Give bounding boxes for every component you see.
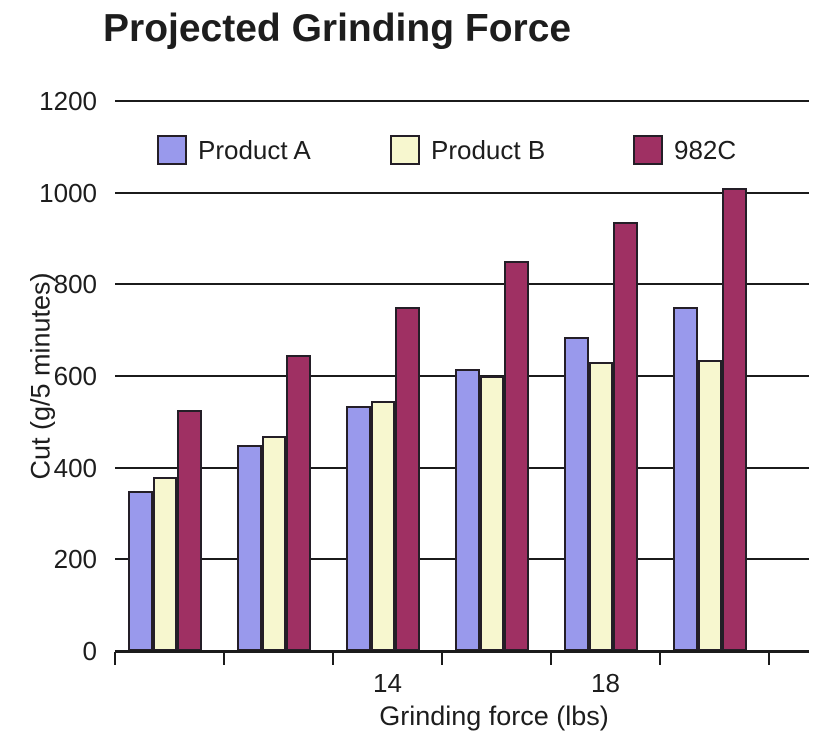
- bar-product-a-group-2: [237, 444, 262, 651]
- legend-item-product-b: Product B: [390, 135, 546, 165]
- bar-product-a-group-4: [455, 369, 480, 651]
- legend-swatch-982c: [633, 135, 663, 165]
- bar-982c-group-6: [722, 188, 747, 651]
- bar-product-b-group-1: [152, 476, 177, 651]
- legend-swatch-product-a: [157, 135, 187, 165]
- bar-product-a-group-1: [128, 490, 153, 651]
- x-tick-3: [440, 652, 444, 665]
- y-tick-label-600: 600: [53, 361, 97, 391]
- x-tick-4: [549, 652, 553, 665]
- gridline-1200: [115, 100, 809, 102]
- y-axis-title: Cut (g/5 minutes): [25, 272, 56, 480]
- bar-product-b-group-4: [479, 376, 504, 651]
- legend-label-product-a: Product A: [198, 135, 311, 165]
- x-group-label-14: 14: [373, 668, 402, 698]
- x-group-label-18: 18: [591, 668, 620, 698]
- bar-product-b-group-2: [261, 435, 286, 651]
- x-tick-2: [331, 652, 335, 665]
- x-tick-5: [658, 652, 662, 665]
- legend-item-982c: 982C: [633, 135, 737, 165]
- y-tick-label-1200: 1200: [39, 86, 97, 116]
- bar-product-b-group-6: [697, 359, 722, 651]
- bar-982c-group-2: [286, 355, 311, 651]
- x-tick-0: [113, 652, 117, 665]
- y-tick-label-800: 800: [53, 269, 97, 300]
- bar-product-b-group-3: [370, 401, 395, 651]
- gridline-800: [115, 283, 809, 286]
- x-tick-1: [222, 652, 226, 665]
- x-axis-title: Grinding force (lbs): [379, 701, 609, 731]
- bar-product-a-group-6: [673, 307, 698, 651]
- x-tick-6: [767, 652, 771, 665]
- bar-product-a-group-5: [564, 337, 589, 651]
- legend-swatch-product-b: [390, 135, 420, 165]
- gridline-1000: [115, 191, 809, 194]
- bar-982c-group-1: [177, 410, 202, 651]
- legend-item-product-a: Product A: [157, 135, 311, 165]
- bar-product-a-group-3: [346, 405, 371, 651]
- x-axis-line: [115, 649, 809, 653]
- bar-982c-group-5: [613, 222, 638, 651]
- bar-product-b-group-5: [588, 362, 613, 651]
- y-tick-label-1000: 1000: [39, 177, 97, 208]
- bar-982c-group-4: [504, 261, 529, 651]
- legend-label-product-b: Product B: [431, 135, 546, 165]
- legend-label-982c: 982C: [674, 135, 737, 165]
- y-tick-label-400: 400: [53, 452, 97, 483]
- y-tick-label-200: 200: [53, 544, 97, 575]
- y-tick-label-0: 0: [82, 636, 97, 666]
- chart-title: Projected Grinding Force: [103, 7, 572, 50]
- plot-area: 0 200 400 600 800 1000 1200 14 18: [39, 88, 809, 696]
- bar-982c-group-3: [395, 307, 420, 651]
